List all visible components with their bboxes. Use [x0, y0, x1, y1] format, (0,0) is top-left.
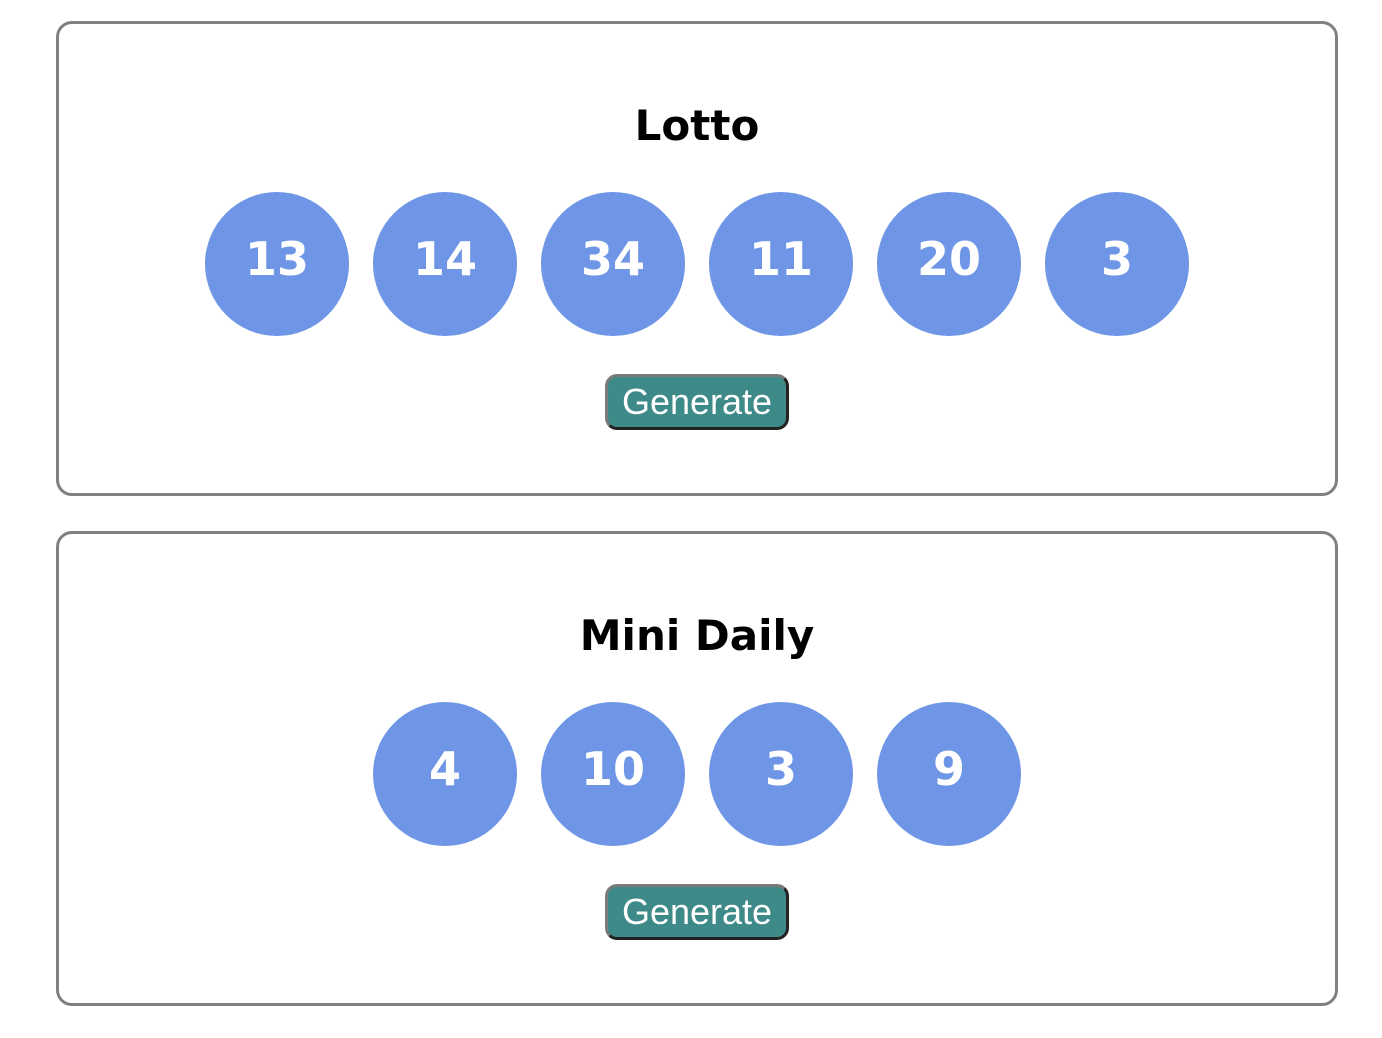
lotto-card: Lotto 13 14 34 11 20 3 Generate: [56, 21, 1338, 496]
mini-daily-number-balls: 4 10 3 9: [373, 702, 1021, 846]
lotto-ball: 20: [877, 192, 1021, 336]
lotto-number-balls: 13 14 34 11 20 3: [205, 192, 1189, 336]
mini-daily-generate-button[interactable]: Generate: [604, 884, 790, 940]
mini-daily-ball: 3: [709, 702, 853, 846]
mini-daily-card: Mini Daily 4 10 3 9 Generate: [56, 531, 1338, 1006]
mini-daily-title: Mini Daily: [579, 611, 815, 660]
lotto-ball: 13: [205, 192, 349, 336]
mini-daily-ball: 10: [541, 702, 685, 846]
lotto-title: Lotto: [634, 101, 760, 150]
lotto-ball: 14: [373, 192, 517, 336]
lotto-ball: 34: [541, 192, 685, 336]
lotto-generate-button[interactable]: Generate: [604, 374, 790, 430]
lotto-ball: 3: [1045, 192, 1189, 336]
mini-daily-ball: 9: [877, 702, 1021, 846]
lotto-ball: 11: [709, 192, 853, 336]
mini-daily-ball: 4: [373, 702, 517, 846]
